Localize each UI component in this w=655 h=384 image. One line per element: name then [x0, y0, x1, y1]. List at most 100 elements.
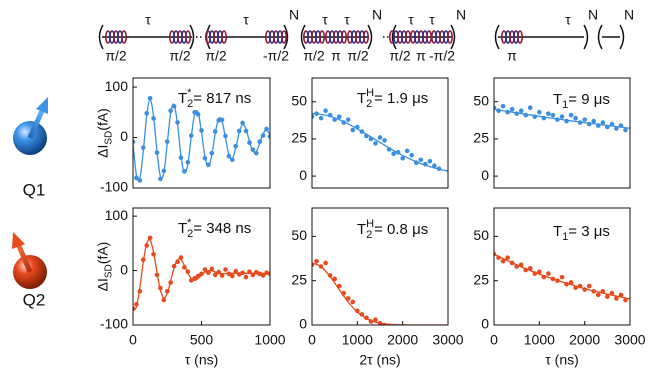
pulse	[346, 30, 369, 44]
annotation: 1	[562, 231, 568, 243]
y-axis-label-part: SD	[104, 131, 115, 145]
qubit-q1-icon	[13, 97, 48, 155]
pulse-label: π	[507, 48, 517, 64]
data-point	[247, 269, 252, 274]
data-point	[505, 109, 510, 115]
annotation: H	[366, 218, 374, 230]
y-tick-label: 25	[291, 271, 307, 287]
data-point	[609, 290, 615, 296]
data-point	[514, 111, 519, 116]
data-point	[253, 150, 259, 156]
data-point	[336, 114, 342, 119]
data-point	[147, 95, 153, 101]
data-point	[523, 112, 529, 118]
data-point	[185, 159, 191, 165]
data-point	[250, 147, 256, 152]
qubit-q2-icon	[12, 232, 47, 289]
data-point	[188, 278, 194, 283]
y-axis-label-part: ΔI	[95, 278, 111, 291]
x-tick-label: 1000	[524, 332, 555, 348]
x-tick-label: 2000	[569, 332, 600, 348]
data-point	[404, 148, 410, 154]
repeat-label: N	[588, 7, 598, 23]
data-point	[423, 161, 428, 167]
pulse-lobe	[318, 30, 325, 44]
data-point	[377, 135, 383, 140]
data-point	[409, 152, 415, 158]
data-point	[168, 108, 173, 114]
y-tick-label: 25	[291, 130, 307, 146]
data-point	[151, 251, 156, 257]
annotation: *	[187, 217, 192, 229]
data-point	[523, 267, 529, 273]
data-point	[564, 281, 569, 287]
data-point	[359, 129, 365, 134]
data-point	[609, 121, 615, 127]
data-point	[267, 134, 270, 139]
data-point	[161, 297, 167, 303]
panel-frame	[493, 77, 631, 189]
repeat-label: N	[456, 7, 466, 23]
data-point	[314, 111, 319, 116]
data-point	[151, 116, 156, 121]
data-point	[223, 133, 228, 139]
data-point	[175, 259, 180, 265]
data-point	[500, 258, 506, 264]
data-point	[171, 103, 177, 109]
data-point	[496, 255, 501, 260]
data-point	[600, 289, 606, 294]
pulse-label: π/2	[169, 48, 191, 64]
data-point	[436, 166, 442, 171]
data-point	[158, 176, 163, 182]
data-point	[185, 269, 191, 274]
data-point	[514, 264, 519, 269]
qubit-label: Q2	[23, 290, 46, 309]
tau-label: τ	[344, 12, 350, 28]
y-tick-label: -100	[100, 316, 128, 332]
x-axis-label: τ (ns)	[545, 352, 579, 368]
data-point	[541, 115, 547, 121]
data-point	[137, 178, 143, 183]
data-point	[550, 112, 556, 118]
y-tick-label: 25	[473, 130, 489, 146]
data-point	[605, 294, 610, 299]
data-point	[226, 271, 232, 277]
y-tick-label: 50	[473, 92, 489, 108]
data-point	[233, 143, 239, 149]
data-point	[509, 260, 515, 266]
data-point	[223, 267, 228, 272]
data-point	[494, 251, 497, 257]
y-tick-label: 25	[473, 271, 489, 287]
pulse-lobe	[221, 30, 228, 44]
data-point	[573, 285, 578, 291]
data-point	[202, 267, 208, 272]
data-point	[582, 117, 587, 122]
annotation: = 1.9 μs	[374, 90, 428, 107]
data-point	[413, 160, 419, 166]
data-point	[618, 123, 624, 128]
x-tick-label: 1000	[254, 332, 285, 348]
data-point	[341, 290, 347, 296]
data-point	[154, 150, 160, 155]
annotation: 2	[187, 228, 193, 240]
data-point	[171, 263, 177, 269]
data-point	[216, 269, 221, 275]
data-point	[212, 129, 218, 134]
data-point	[373, 141, 378, 146]
data-point	[161, 168, 167, 174]
pulse-label: π/2	[347, 48, 369, 64]
data-point	[199, 271, 204, 277]
y-tick-label: 0	[120, 261, 128, 277]
data-point	[192, 110, 197, 115]
panel: 0 25 50 T 1 = 9 μs	[473, 77, 631, 189]
data-point	[568, 112, 574, 118]
data-point	[250, 272, 256, 278]
data-point	[382, 138, 387, 143]
pulse	[430, 30, 453, 44]
data-point	[236, 128, 242, 134]
data-point	[243, 128, 249, 134]
data-point	[212, 272, 218, 278]
data-point	[216, 118, 221, 123]
data-point	[182, 169, 187, 174]
